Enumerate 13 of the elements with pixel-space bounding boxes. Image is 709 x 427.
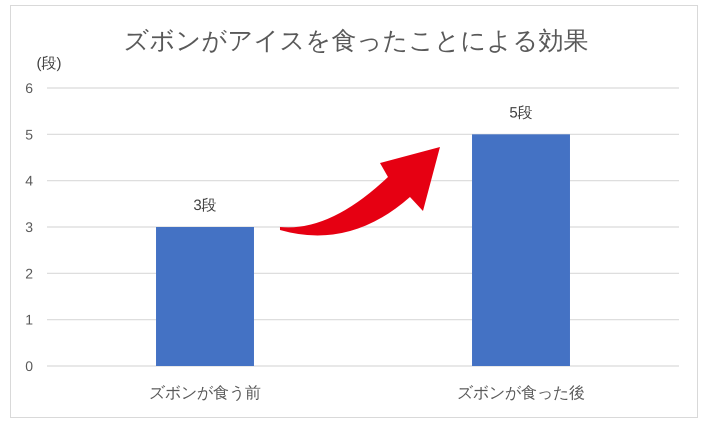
ylabel: (段) [36,55,62,72]
ytick-label: 0 [25,358,33,374]
data-label: 3段 [193,197,217,214]
ytick-label: 2 [25,265,33,282]
xtick-label: ズボンが食う前 [149,385,261,402]
data-label: 5段 [509,104,533,122]
ytick-label: 4 [25,172,33,189]
ytick-label: 1 [25,312,33,328]
ytick-label: 3 [25,219,33,235]
ytick-label: 5 [25,126,33,142]
title: ズボンがアイスを食ったことによる効果 [124,27,588,55]
ytick-label: 6 [25,80,33,96]
xtick-label: ズボンが食った後 [457,385,585,402]
